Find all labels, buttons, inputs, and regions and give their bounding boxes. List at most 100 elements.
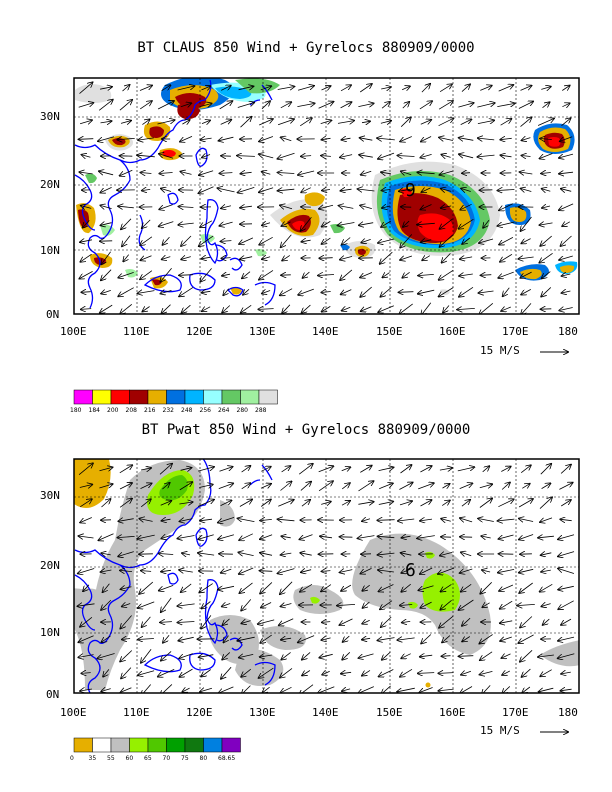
panel2-wind-arrow	[260, 553, 273, 556]
panel2-wind-arrow	[378, 638, 395, 641]
panel1-wind-arrow	[458, 103, 473, 108]
panel1-lon-label: 100E	[60, 325, 87, 338]
panel2-wind-arrow	[223, 618, 230, 625]
panel2-wind-arrow	[259, 667, 274, 678]
panel2-wind-arrow	[240, 582, 253, 593]
panel1-wind-arrow	[119, 100, 132, 111]
panel1-colorbar-label: 232	[163, 407, 175, 414]
panel1-wind-arrow	[459, 154, 474, 158]
panel1-wind-arrow	[278, 152, 295, 159]
panel2-wind-arrow	[218, 517, 235, 522]
panel2-wind-arrow	[179, 502, 192, 504]
panel1-wind-arrow	[439, 84, 452, 93]
panel1-colorbar-swatch	[110, 389, 130, 405]
panel1-wind-arrow	[399, 292, 414, 293]
panel1-wind-arrow	[238, 187, 255, 192]
panel1-wind-arrow	[541, 287, 552, 296]
panel1-wind-arrow	[139, 101, 152, 110]
panel2-wind-arrow	[78, 568, 95, 574]
panel2-wind-arrow	[441, 500, 450, 506]
panel1-wind-arrow	[139, 86, 152, 91]
panel1-wind-arrow	[101, 223, 112, 226]
panel1-lon-label: 110E	[123, 325, 150, 338]
panel1-wind-arrow	[101, 290, 111, 293]
panel2-lon-label: 160E	[439, 706, 466, 719]
panel1-wind-arrow	[162, 304, 171, 314]
panel2-wind-arrow	[78, 635, 94, 643]
panel2-wind-arrow	[358, 502, 373, 505]
panel1-wind-arrow	[260, 86, 271, 90]
panel2-wind-arrow	[140, 499, 151, 508]
panel2-wind-arrow	[461, 552, 472, 555]
panel1-wind-arrow	[163, 236, 170, 245]
panel1-wind-arrow	[440, 218, 453, 229]
panel2-wind-arrow	[461, 671, 472, 674]
panel2-wind-arrow	[180, 668, 193, 677]
panel2-wind-arrow	[178, 536, 195, 539]
panel2-wind-arrow	[163, 635, 170, 642]
panel2-wind-arrow	[260, 655, 273, 657]
panel1-wind-arrow	[280, 205, 293, 208]
panel1-lon-label: 140E	[312, 325, 339, 338]
panel1-wind-arrow	[478, 138, 495, 140]
panel2-wind-arrow	[260, 500, 271, 507]
panel2-wind-arrow	[381, 616, 392, 627]
panel2-wind-arrow	[119, 483, 132, 490]
panel2-wind-arrow	[141, 468, 151, 470]
panel2-wind-arrow	[239, 533, 253, 540]
panel2-wind-arrow	[440, 599, 452, 609]
panel2-wind-arrow	[219, 467, 233, 472]
panel2-wind-arrow	[200, 519, 213, 521]
panel1-wind-arrow	[439, 269, 454, 280]
panel2-wind-arrow	[221, 569, 232, 573]
panel2-colorbar-label: 68.65	[218, 755, 235, 762]
panel1-wind-arrow	[161, 85, 171, 92]
panel1-wind-arrow	[160, 268, 172, 281]
panel2-colorbar-label: 70	[163, 755, 171, 762]
panel1-wind-arrow	[521, 216, 532, 231]
panel1-wind-arrow	[441, 189, 452, 192]
panel2-wind-arrow	[420, 500, 432, 507]
panel2-wind-arrow	[418, 483, 434, 490]
panel1-colorbar-swatch	[184, 389, 204, 405]
panel2-wind-arrow	[198, 553, 215, 555]
panel1-wind-arrow	[200, 138, 212, 140]
panel2-wind-arrow	[321, 638, 331, 640]
panel1-title: BT CLAUS 850 Wind + Gyrelocs 880909/0000	[137, 40, 475, 56]
panel2-wind-arrow	[400, 465, 412, 474]
panel1-wind-arrow	[521, 303, 532, 314]
panel1-lon-label: 180	[558, 325, 578, 338]
panel1-colorbar: 180 184 200 208 216 232 248 256 264 280 288	[70, 389, 278, 414]
panel2-wind-arrow	[522, 484, 529, 489]
panel1-wind-arrow	[180, 103, 191, 107]
panel2-wind-arrow	[101, 599, 112, 610]
panel1-wind-arrow	[237, 156, 255, 157]
panel2-wind-arrow	[399, 501, 412, 505]
panel1-wind-arrow	[219, 101, 233, 110]
panel2-wind-arrow	[181, 583, 192, 592]
panel2-cyclone-marker: 6	[405, 560, 416, 581]
panel1-wind-arrow	[100, 87, 112, 89]
panel2-wind-arrow	[442, 635, 451, 643]
panel1-wind-arrow	[339, 206, 354, 209]
panel2-wind-arrow	[500, 637, 512, 641]
panel2-wind-arrow	[498, 499, 513, 508]
panel2-wind-arrow	[281, 536, 291, 538]
panel1-colorbar-swatch	[166, 389, 186, 405]
panel1-wind-arrow	[200, 268, 212, 281]
panel2-wind-arrow	[559, 483, 572, 490]
panel1-wind-arrow	[179, 207, 194, 208]
panel1-wind-arrow	[522, 156, 531, 157]
panel1-wind-arrow	[562, 103, 569, 106]
panel1-wind-arrow	[278, 173, 295, 174]
panel2-wind-arrow	[238, 552, 254, 555]
panel1-wind-arrow	[100, 304, 113, 313]
panel1-wind-arrow	[540, 235, 552, 246]
panel1-wind-arrow	[199, 235, 214, 246]
panel1-wind-arrow	[441, 206, 452, 208]
panel1-wind-arrow	[342, 237, 351, 245]
panel1-wind-arrow	[360, 138, 373, 140]
panel2-wind-arrow	[358, 481, 374, 492]
panel2-colorbar-label: 35	[89, 755, 97, 762]
panel1-wind-arrow	[178, 223, 194, 225]
